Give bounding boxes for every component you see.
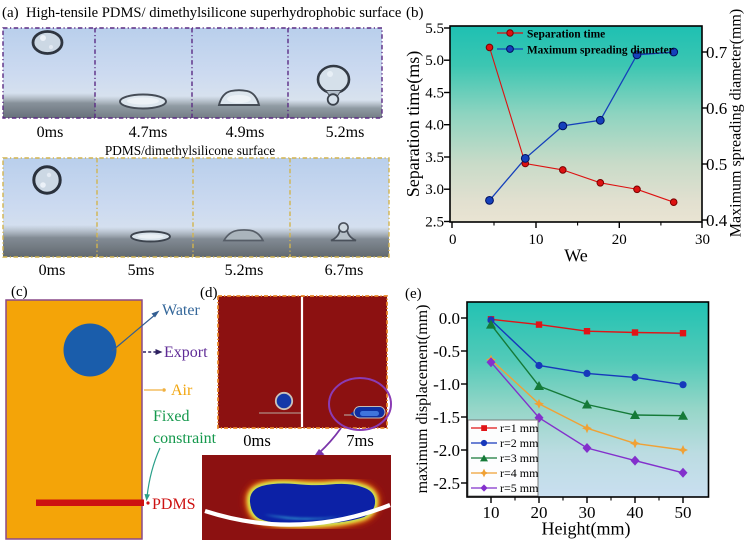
svg-text:Water: Water (162, 302, 200, 319)
svg-text:4.0: 4.0 (425, 118, 444, 134)
svg-text:0.7: 0.7 (706, 43, 728, 62)
svg-text:0.0: 0.0 (439, 309, 460, 328)
svg-text:7ms: 7ms (346, 431, 374, 450)
svg-text:We: We (564, 246, 588, 266)
svg-text:(e): (e) (405, 286, 422, 302)
svg-text:High-tensile PDMS/ dimethylsil: High-tensile PDMS/ dimethylsilicone supe… (26, 5, 401, 21)
svg-text:PDMS/dimethylsilicone surface: PDMS/dimethylsilicone surface (105, 143, 275, 158)
svg-text:5.0: 5.0 (425, 53, 444, 69)
svg-text:maximum displacement(mm): maximum displacement(mm) (414, 305, 431, 494)
svg-text:6.7ms: 6.7ms (325, 262, 364, 279)
svg-text:5.5: 5.5 (425, 21, 444, 37)
svg-text:r=2 mm: r=2 mm (500, 436, 539, 450)
svg-text:Fixed: Fixed (153, 408, 189, 425)
svg-text:r=3 mm: r=3 mm (500, 451, 539, 465)
svg-text:0.6: 0.6 (706, 99, 727, 118)
svg-text:0.4: 0.4 (706, 211, 728, 230)
svg-text:Height(mm): Height(mm) (542, 519, 631, 540)
svg-text:Air: Air (171, 382, 193, 399)
svg-text:0.5: 0.5 (706, 155, 727, 174)
svg-text:3.5: 3.5 (425, 150, 444, 166)
svg-text:10: 10 (529, 232, 544, 248)
svg-text:30: 30 (579, 503, 596, 522)
svg-text:(a): (a) (2, 5, 19, 21)
svg-text:2.5: 2.5 (425, 215, 444, 231)
svg-text:4.9ms: 4.9ms (226, 124, 265, 141)
svg-text:-1.5: -1.5 (433, 408, 460, 427)
svg-text:20: 20 (531, 503, 548, 522)
svg-text:Maximum spreading diameter: Maximum spreading diameter (527, 45, 674, 57)
svg-text:5ms: 5ms (128, 262, 155, 279)
svg-text:(d): (d) (200, 285, 218, 301)
svg-text:10: 10 (483, 503, 500, 522)
svg-text:PDMS: PDMS (152, 496, 196, 513)
svg-text:Separation time(ms): Separation time(ms) (403, 51, 424, 197)
svg-text:30: 30 (695, 232, 710, 248)
svg-text:0ms: 0ms (37, 124, 64, 141)
svg-text:-2.0: -2.0 (433, 441, 460, 460)
svg-text:40: 40 (627, 503, 644, 522)
svg-text:5.2ms: 5.2ms (326, 124, 365, 141)
svg-text:r=4 mm: r=4 mm (500, 466, 539, 480)
svg-text:Maximum spreading diameter(mm): Maximum spreading diameter(mm) (728, 9, 745, 237)
svg-text:0ms: 0ms (39, 262, 66, 279)
svg-text:5.2ms: 5.2ms (225, 262, 264, 279)
svg-text:Export: Export (164, 344, 208, 361)
svg-text:0ms: 0ms (243, 431, 271, 450)
svg-text:-0.5: -0.5 (433, 342, 460, 361)
svg-text:20: 20 (612, 232, 627, 248)
svg-text:-2.5: -2.5 (433, 474, 460, 493)
svg-text:r=5 mm: r=5 mm (500, 481, 539, 495)
svg-text:50: 50 (675, 503, 692, 522)
svg-text:constraint: constraint (153, 430, 217, 447)
svg-text:-1.0: -1.0 (433, 375, 460, 394)
svg-text:(c): (c) (11, 284, 28, 300)
svg-text:4.7ms: 4.7ms (129, 124, 168, 141)
svg-text:(b): (b) (406, 5, 424, 21)
svg-text:3.0: 3.0 (425, 182, 444, 198)
svg-text:0: 0 (449, 232, 457, 248)
svg-text:r=1 mm: r=1 mm (500, 421, 539, 435)
svg-text:4.5: 4.5 (425, 86, 444, 102)
svg-text:Separation time: Separation time (527, 29, 605, 41)
